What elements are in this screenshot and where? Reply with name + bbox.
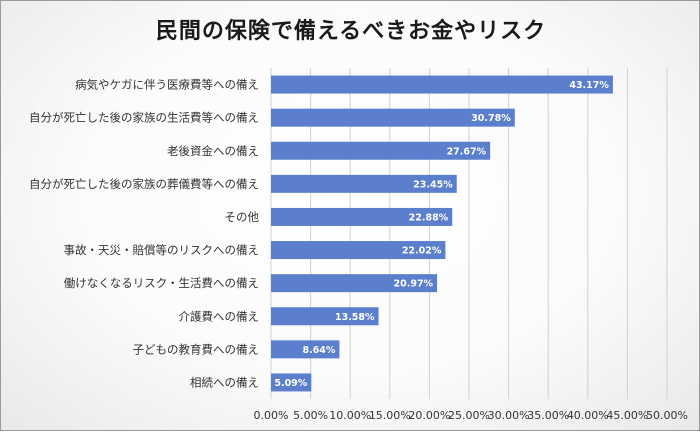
x-tick-label: 50.00% (646, 409, 688, 422)
data-label: 30.78% (471, 113, 511, 124)
x-tick-label: 25.00% (448, 409, 490, 422)
x-tick-label: 35.00% (527, 409, 569, 422)
x-tick-label: 0.00% (254, 409, 289, 422)
bar (271, 108, 515, 127)
category-label: その他 (225, 210, 260, 224)
data-label: 22.88% (409, 212, 449, 223)
chart-title: 民間の保険で備えるべきお金やリスク (155, 19, 547, 44)
bar (271, 274, 438, 293)
data-label: 27.67% (447, 146, 487, 157)
bar (271, 373, 312, 392)
data-label: 8.64% (302, 345, 335, 356)
bar (271, 340, 340, 359)
x-tick-label: 20.00% (408, 409, 450, 422)
bar (271, 75, 613, 94)
x-tick-label: 15.00% (369, 409, 411, 422)
category-label: 自分が死亡した後の家族の生活費等への備え (29, 111, 259, 125)
bar (271, 174, 457, 193)
data-label: 23.45% (413, 179, 453, 190)
data-label: 5.09% (274, 378, 307, 389)
bar (271, 307, 379, 326)
bar (271, 241, 446, 260)
x-tick-label: 10.00% (329, 409, 371, 422)
data-label: 20.97% (394, 279, 434, 290)
x-tick-label: 5.00% (293, 409, 328, 422)
bar (271, 141, 491, 160)
bar (271, 207, 453, 226)
x-tick-label: 45.00% (606, 409, 648, 422)
category-label: 事故・天災・賠償等のリスクへの備え (64, 243, 260, 257)
category-label: 老後資金への備え (167, 144, 259, 158)
category-label: 子どもの教育費への備え (133, 342, 260, 356)
data-label: 13.58% (335, 312, 375, 323)
category-label: 相続への備え (190, 375, 259, 389)
category-label: 自分が死亡した後の家族の葬儀費等への備え (29, 177, 259, 191)
category-label: 病気やケガに伴う医療費等への備え (75, 78, 259, 92)
x-tick-label: 40.00% (567, 409, 609, 422)
data-label: 22.02% (402, 246, 442, 257)
category-label: 働けなくなるリスク・生活費への備え (64, 276, 259, 290)
data-label: 43.17% (569, 80, 609, 91)
x-tick-label: 30.00% (488, 409, 530, 422)
category-label: 介護費への備え (179, 309, 260, 323)
